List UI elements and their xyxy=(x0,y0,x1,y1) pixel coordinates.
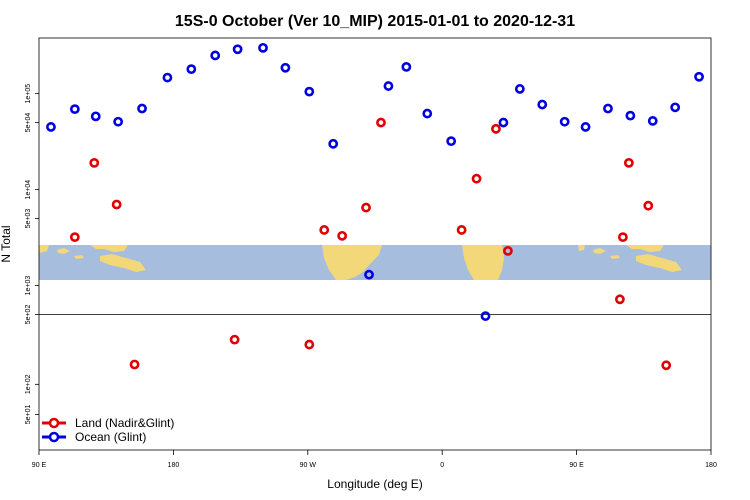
ocean-point xyxy=(46,122,56,132)
x-tick-label: 0 xyxy=(440,462,444,469)
ocean-point xyxy=(514,84,525,94)
ocean-point xyxy=(625,110,636,121)
land-point xyxy=(617,232,628,243)
y-tick-label: 1e+04 xyxy=(25,180,32,200)
ocean-point xyxy=(580,122,591,132)
ocean-point xyxy=(137,103,147,114)
y-tick-label: 1e+02 xyxy=(25,374,32,394)
land-point xyxy=(69,232,80,243)
legend-ocean-marker xyxy=(48,431,60,443)
x-tick-label: 180 xyxy=(168,462,180,469)
land-point xyxy=(661,360,672,371)
land-point xyxy=(304,339,315,350)
ocean-point xyxy=(559,116,570,127)
ocean-point xyxy=(304,86,315,97)
land-shape-asia-repeat xyxy=(578,245,682,272)
x-tick-label: 90 E xyxy=(569,462,584,469)
axes: 90 E 180 90 W 0 90 E 180 1e+03 5e+03 1e+04 5e+04 1… xyxy=(25,84,717,469)
world-map-band xyxy=(39,245,711,280)
ocean-point xyxy=(364,269,374,280)
land-point xyxy=(111,199,122,210)
land-point xyxy=(337,230,348,241)
ocean-point xyxy=(670,102,681,113)
ocean-point xyxy=(328,138,339,149)
land-point xyxy=(623,157,634,168)
legend-land-label: Land (Nadir&Glint) xyxy=(75,416,174,430)
land-point xyxy=(615,294,625,305)
land-shape-asia xyxy=(39,245,146,272)
y-tick-label: 1e+05 xyxy=(25,84,32,104)
plot-frame xyxy=(38,37,712,451)
ocean-point xyxy=(647,116,658,126)
series-land xyxy=(69,117,672,371)
x-axis-label: Longitude (deg E) xyxy=(327,477,422,491)
land-point xyxy=(456,225,467,235)
ocean-point xyxy=(537,99,548,110)
ocean-point xyxy=(498,117,509,128)
ocean-point xyxy=(480,311,491,321)
land-point xyxy=(376,117,386,128)
ocean-point xyxy=(446,136,457,147)
x-tick-label: 90 E xyxy=(32,462,47,469)
ocean-point xyxy=(162,72,173,83)
land-point xyxy=(491,123,501,134)
ocean-point xyxy=(69,104,80,115)
chart-title: 15S-0 October (Ver 10_MIP) 2015-01-01 to… xyxy=(175,13,575,30)
ocean-point xyxy=(210,50,221,61)
land-shape-south-america xyxy=(322,245,382,280)
land-point xyxy=(643,200,654,211)
ocean-point xyxy=(401,61,412,72)
y-tick-label: 5e+02 xyxy=(25,305,32,325)
land-point xyxy=(503,245,513,256)
ocean-point xyxy=(258,42,268,53)
ocean-point xyxy=(383,81,394,91)
land-point xyxy=(129,359,140,370)
ocean-point xyxy=(280,62,291,73)
y-tick-label: 1e+03 xyxy=(25,276,32,296)
ocean-point xyxy=(232,44,243,55)
land-point xyxy=(89,157,100,168)
data-points xyxy=(46,42,704,371)
ocean-point xyxy=(186,64,197,75)
legend-ocean-label: Ocean (Glint) xyxy=(75,430,146,444)
series-ocean xyxy=(46,42,704,321)
land-point xyxy=(361,202,371,213)
ocean-point xyxy=(694,71,704,82)
y-tick-label: 5e+01 xyxy=(25,404,32,424)
x-tick-label: 90 W xyxy=(300,462,317,469)
ocean-point xyxy=(603,103,613,114)
ocean-point xyxy=(113,116,124,127)
legend: Land (Nadir&Glint) Ocean (Glint) xyxy=(42,416,174,444)
y-tick-label: 5e+04 xyxy=(25,113,32,133)
land-point xyxy=(471,173,482,184)
land-point xyxy=(319,225,330,235)
ocean-point xyxy=(90,111,101,122)
y-axis-label: N Total xyxy=(0,225,13,262)
y-tick-label: 5e+03 xyxy=(25,209,32,229)
x-tick-label: 180 xyxy=(705,462,717,469)
ocean-point xyxy=(422,108,433,119)
land-shape-africa xyxy=(462,245,504,280)
legend-land-marker xyxy=(48,417,60,429)
land-point xyxy=(229,334,240,345)
